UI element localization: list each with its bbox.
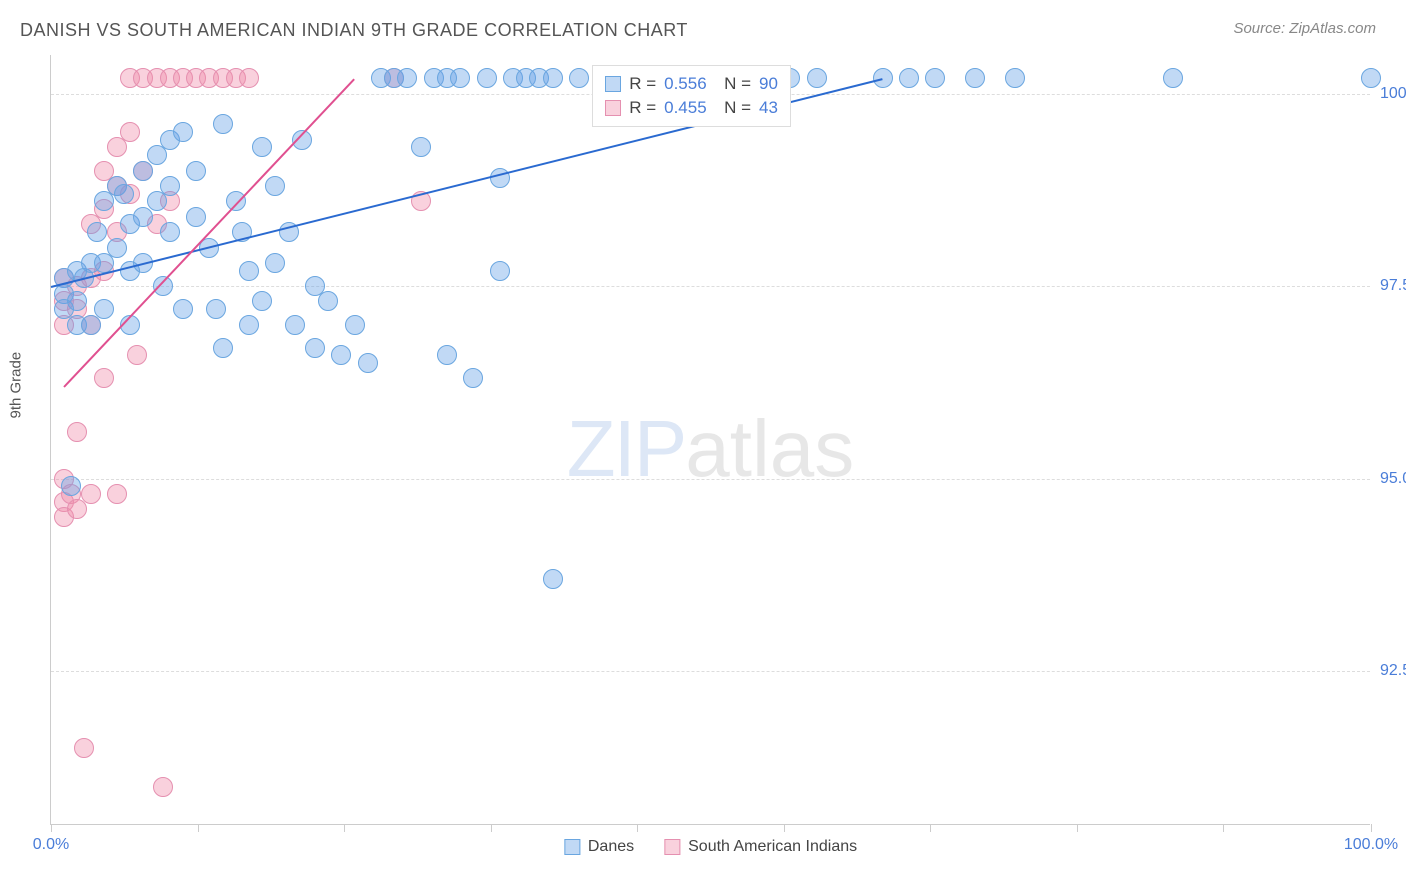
data-point [490, 261, 510, 281]
data-point [120, 122, 140, 142]
data-point [173, 122, 193, 142]
data-point [252, 137, 272, 157]
x-tick [51, 824, 52, 832]
chart-header: DANISH VS SOUTH AMERICAN INDIAN 9TH GRAD… [0, 0, 1406, 41]
series-legend-item: Danes [564, 838, 634, 856]
x-tick [1371, 824, 1372, 832]
data-point [160, 222, 180, 242]
y-tick-label: 92.5% [1380, 662, 1406, 680]
data-point [239, 315, 259, 335]
data-point [114, 184, 134, 204]
data-point [61, 476, 81, 496]
data-point [543, 569, 563, 589]
x-tick [637, 824, 638, 832]
legend-r-label: R = [629, 98, 656, 118]
data-point [318, 291, 338, 311]
data-point [807, 68, 827, 88]
y-axis-label: 9th Grade [8, 351, 25, 418]
y-tick-label: 100.0% [1380, 85, 1406, 103]
gridline [51, 286, 1370, 287]
data-point [450, 68, 470, 88]
data-point [127, 345, 147, 365]
stats-legend: R = 0.556 N = 90R = 0.455 N = 43 [592, 65, 791, 127]
data-point [186, 207, 206, 227]
legend-swatch [605, 76, 621, 92]
legend-r-label: R = [629, 74, 656, 94]
data-point [543, 68, 563, 88]
legend-r-value: 0.455 [664, 98, 707, 118]
data-point [252, 291, 272, 311]
data-point [186, 161, 206, 181]
data-point [411, 137, 431, 157]
data-point [160, 176, 180, 196]
x-tick [930, 824, 931, 832]
legend-n-label: N = [715, 74, 751, 94]
data-point [107, 238, 127, 258]
data-point [1005, 68, 1025, 88]
data-point [345, 315, 365, 335]
legend-swatch [605, 100, 621, 116]
data-point [437, 345, 457, 365]
x-tick [1077, 824, 1078, 832]
data-point [925, 68, 945, 88]
data-point [173, 299, 193, 319]
x-tick [784, 824, 785, 832]
legend-r-value: 0.556 [664, 74, 707, 94]
data-point [1163, 68, 1183, 88]
x-tick [1223, 824, 1224, 832]
data-point [87, 222, 107, 242]
data-point [239, 68, 259, 88]
chart-title: DANISH VS SOUTH AMERICAN INDIAN 9TH GRAD… [20, 20, 688, 41]
data-point [67, 422, 87, 442]
data-point [74, 738, 94, 758]
x-tick-label: 0.0% [33, 836, 69, 854]
stats-legend-row: R = 0.556 N = 90 [605, 72, 778, 96]
y-tick-label: 97.5% [1380, 277, 1406, 295]
series-legend-label: Danes [588, 838, 634, 856]
scatter-chart: 9th Grade ZIPatlas 92.5%95.0%97.5%100.0%… [50, 55, 1370, 825]
data-point [213, 114, 233, 134]
data-point [965, 68, 985, 88]
x-tick [344, 824, 345, 832]
gridline [51, 479, 1370, 480]
data-point [477, 68, 497, 88]
legend-n-label: N = [715, 98, 751, 118]
x-tick [198, 824, 199, 832]
x-tick [491, 824, 492, 832]
data-point [213, 338, 233, 358]
legend-n-value: 90 [759, 74, 778, 94]
data-point [81, 484, 101, 504]
data-point [94, 299, 114, 319]
x-tick-label: 100.0% [1344, 836, 1398, 854]
data-point [463, 368, 483, 388]
data-point [67, 291, 87, 311]
data-point [239, 261, 259, 281]
data-point [358, 353, 378, 373]
series-legend: Danes South American Indians [564, 838, 857, 856]
legend-swatch [564, 839, 580, 855]
chart-source: Source: ZipAtlas.com [1233, 20, 1376, 37]
data-point [569, 68, 589, 88]
data-point [305, 338, 325, 358]
data-point [153, 777, 173, 797]
legend-swatch [664, 839, 680, 855]
data-point [397, 68, 417, 88]
gridline [51, 671, 1370, 672]
data-point [265, 253, 285, 273]
stats-legend-row: R = 0.455 N = 43 [605, 96, 778, 120]
data-point [206, 299, 226, 319]
data-point [94, 368, 114, 388]
y-tick-label: 95.0% [1380, 470, 1406, 488]
series-legend-item: South American Indians [664, 838, 857, 856]
watermark: ZIPatlas [567, 403, 854, 495]
series-legend-label: South American Indians [688, 838, 857, 856]
legend-n-value: 43 [759, 98, 778, 118]
data-point [107, 484, 127, 504]
data-point [873, 68, 893, 88]
data-point [285, 315, 305, 335]
data-point [1361, 68, 1381, 88]
data-point [265, 176, 285, 196]
data-point [899, 68, 919, 88]
data-point [331, 345, 351, 365]
